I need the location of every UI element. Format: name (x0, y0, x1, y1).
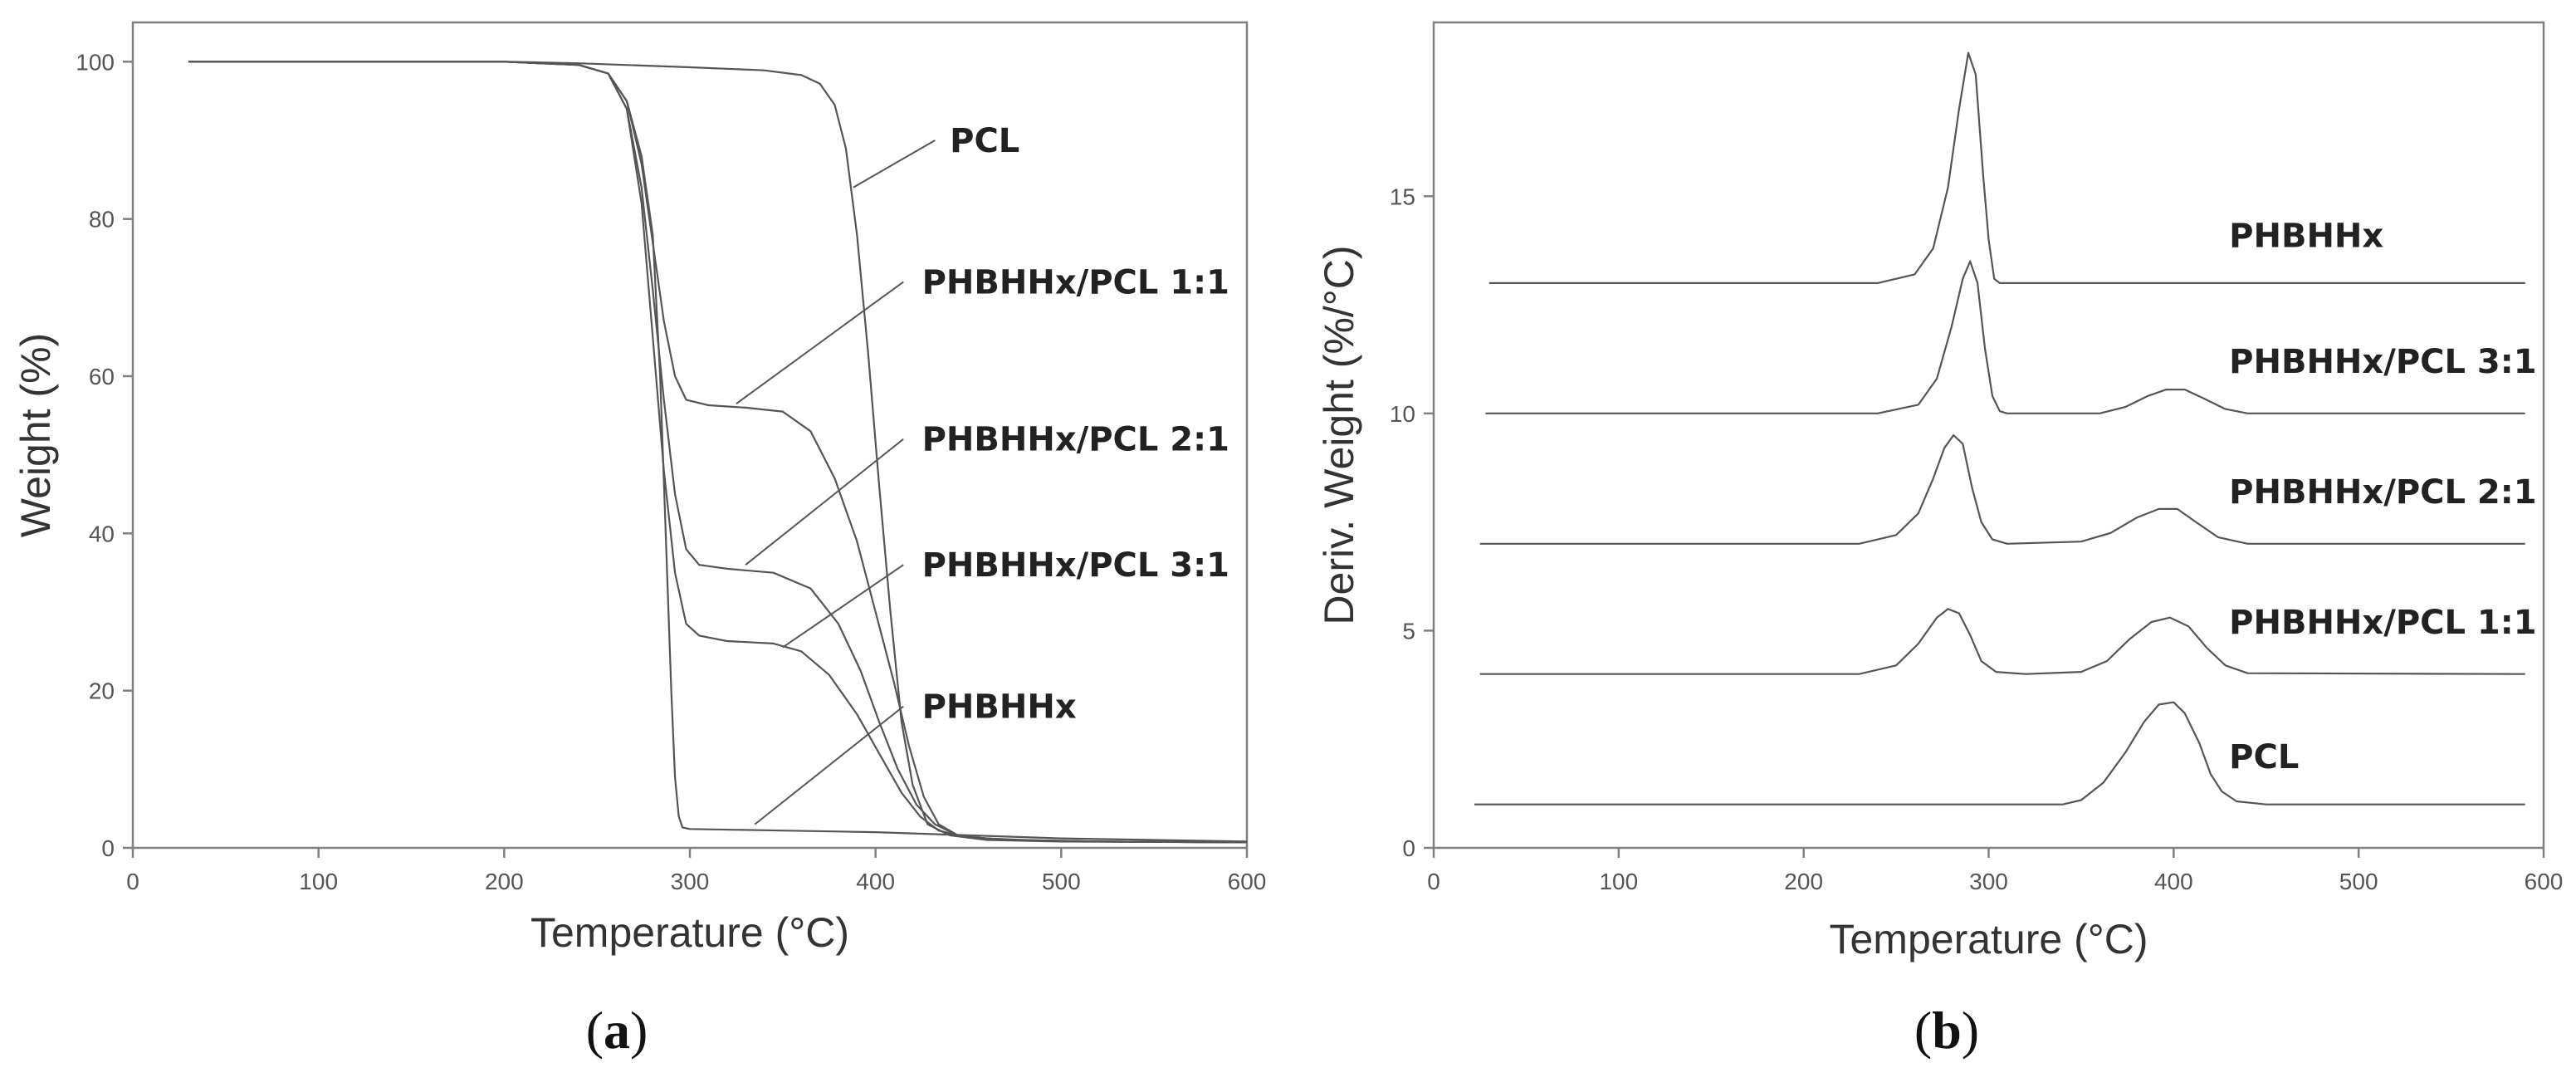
panel-b-x-tick-label: 300 (1969, 869, 2008, 894)
panel-b-y-tick-label: 10 (1390, 401, 1415, 427)
panel-b-label: (b) (1914, 1001, 1979, 1060)
panel-b-series-line-phbhhx-pcl-2-1 (1479, 433, 2525, 545)
panel-b-y-tick-label: 15 (1390, 184, 1415, 209)
panel-a-x-tick-label: 500 (1042, 869, 1081, 894)
panel-a-leader-line-phbhhx-pcl-1-1 (736, 281, 904, 404)
panel-a-y-tick-label: 60 (89, 364, 115, 389)
panel-b-x-tick-label: 200 (1784, 869, 1823, 894)
panel-b-x-tick-label: 0 (1427, 869, 1440, 894)
panel-b-series-label-phbhhx-pcl-1-1: PHBHHx/PCL 1:1 (2229, 604, 2536, 642)
panel-a-y-tick-label: 40 (89, 521, 115, 546)
panel-a-leader-line-phbhhx (754, 705, 904, 825)
panel-a-series-line-phbhhx (188, 61, 1248, 843)
panel-a-chart: 0 100 200 300 400 500 600 0 20 40 60 80 100 Temperatu… (12, 21, 1267, 956)
panel-a-y-tick-label: 20 (89, 678, 115, 704)
panel-b-y-tick-label: 5 (1402, 618, 1415, 644)
panel-a-x-tick-label: 0 (126, 869, 139, 894)
panel-a-leader-line-phbhhx-pcl-2-1 (745, 438, 904, 566)
panel-b-x-tick-label: 400 (2154, 869, 2193, 894)
panel-b-y-tick-label: 0 (1402, 835, 1415, 861)
panel-b-series-label-phbhhx-pcl-3-1: PHBHHx/PCL 3:1 (2229, 343, 2536, 381)
panel-b-x-tick-label: 500 (2339, 869, 2378, 894)
panel-a-x-tick-label: 100 (299, 869, 338, 894)
panel-b-series-line-phbhhx-pcl-1-1 (1479, 608, 2525, 675)
panel-a-series-label-phbhhx-pcl-1-1: PHBHHx/PCL 1:1 (922, 263, 1229, 301)
panel-a-y-tick-label: 100 (76, 49, 115, 75)
panel-a-series-line-pcl (188, 61, 1248, 844)
panel-b-series-line-phbhhx (1488, 51, 2525, 284)
panel-a-x-tick-label: 200 (485, 869, 524, 894)
panel-b-x-tick-label: 100 (1599, 869, 1638, 894)
panel-a-leader-line-pcl (853, 140, 936, 189)
panel-a-series-label-pcl: PCL (950, 122, 1019, 160)
panel-a-x-tick-label: 600 (1228, 869, 1267, 894)
panel-a-x-axis-title: Temperature (°C) (530, 909, 849, 956)
panel-a-series-label-phbhhx-pcl-3-1: PHBHHx/PCL 3:1 (922, 546, 1229, 585)
panel-b-x-tick-label: 600 (2525, 869, 2564, 894)
panel-a-series-label-phbhhx-pcl-2-1: PHBHHx/PCL 2:1 (922, 421, 1229, 459)
panel-a-y-axis-title: Weight (%) (12, 333, 59, 537)
panel-b-x-axis-title: Temperature (°C) (1830, 916, 2148, 962)
panel-b-y-axis-title: Deriv. Weight (%/°C) (1316, 245, 1362, 624)
panel-a-x-tick-label: 300 (671, 869, 710, 894)
panel-a-series-label-phbhhx: PHBHHx (922, 688, 1077, 727)
panel-a-y-tick-label: 80 (89, 207, 115, 233)
panel-b-plot-frame (1432, 21, 2545, 850)
panel-a-y-tick-label: 0 (101, 835, 115, 861)
panel-a-leader-line-phbhhx-pcl-3-1 (782, 564, 904, 649)
panel-b-series-line-pcl (1474, 701, 2525, 806)
panel-b-series-line-phbhhx-pcl-3-1 (1485, 260, 2525, 414)
panel-a-x-tick-label: 400 (856, 869, 895, 894)
panel-a-series-line-phbhhx-pcl-3-1 (188, 61, 1248, 844)
panel-a-label: (a) (586, 1001, 648, 1060)
panel-b-series-label-phbhhx-pcl-2-1: PHBHHx/PCL 2:1 (2229, 473, 2536, 512)
panel-b-series-label-phbhhx: PHBHHx (2229, 217, 2383, 255)
panel-b-series-label-pcl: PCL (2229, 738, 2299, 776)
panel-b-chart: 0 100 200 300 400 500 600 0 5 10 15 Temperature (°C… (1316, 21, 2564, 962)
